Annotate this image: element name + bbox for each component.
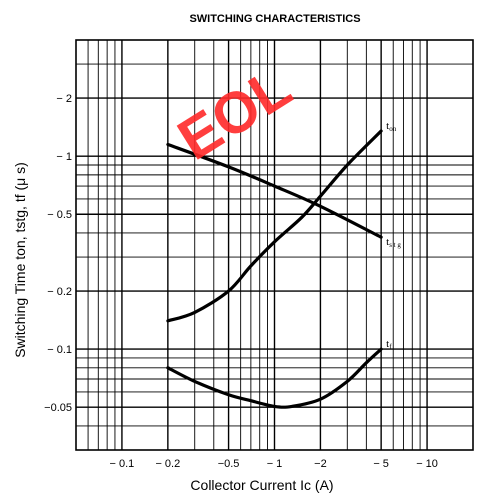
y-tick-label: − 0.1 [47, 344, 72, 356]
x-tick-label: − 0.2 [155, 458, 180, 470]
x-axis-label: Collector Current Ic (A) [190, 477, 333, 493]
chart-title: SWITCHING CHARACTERISTICS [189, 13, 360, 25]
series-label-tstg: ts t g [386, 236, 401, 249]
eol-watermark: EOL [167, 54, 303, 172]
y-tick-label: − 0.2 [47, 286, 72, 298]
x-tick-label: − 1 [267, 458, 283, 470]
x-tick-label: −2 [314, 458, 327, 470]
x-tick-label: − 10 [416, 458, 438, 470]
y-tick-labels: − 2 − 1 − 0.5 − 0.2 − 0.1 −0.05 [44, 93, 72, 414]
y-axis-label: Switching Time ton, tstg, tf (μ s) [12, 162, 28, 358]
x-tick-label: − 0.1 [110, 458, 135, 470]
series-line-ton [166, 129, 383, 323]
x-tick-labels: − 0.1 − 0.2 −0.5 − 1 −2 − 5 − 10 [110, 458, 438, 470]
x-tick-label: −0.5 [218, 458, 240, 470]
y-tick-label: − 1 [56, 151, 72, 163]
y-tick-label: −0.05 [44, 402, 72, 414]
series-line-tf [166, 347, 383, 409]
series-curves [166, 129, 383, 409]
series-labels: ton ts t g tf [386, 120, 401, 351]
series-line-tstg [166, 142, 383, 239]
y-tick-label: − 2 [56, 93, 72, 105]
plot-frame [75, 39, 474, 451]
series-label-tf: tf [386, 338, 392, 351]
x-tick-label: − 5 [373, 458, 389, 470]
series-label-ton: ton [386, 120, 397, 133]
y-tick-label: − 0.5 [47, 209, 72, 221]
plot-grid [76, 40, 473, 450]
